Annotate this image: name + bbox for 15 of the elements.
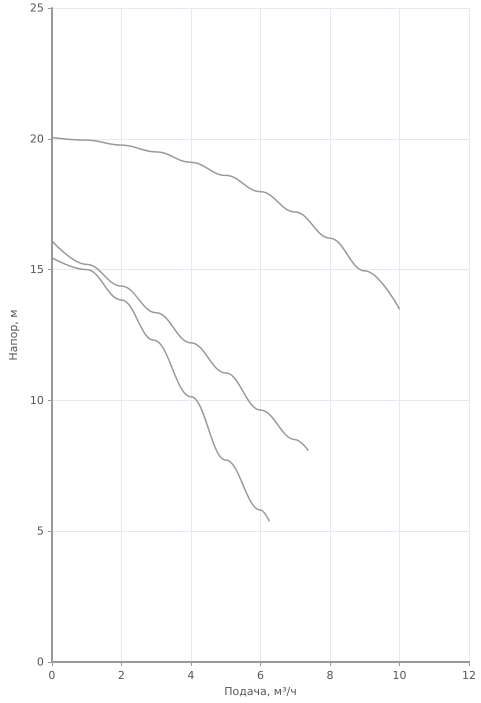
x-tick-label: 8 — [326, 669, 334, 682]
y-tick-label: 15 — [30, 263, 44, 276]
x-tick-label: 0 — [48, 669, 56, 682]
x-axis-title: Подача, м³/ч — [224, 684, 297, 698]
y-axis-title: Напор, м — [7, 309, 20, 361]
y-tick-label: 5 — [36, 524, 44, 538]
x-tick-label: 10 — [392, 669, 406, 682]
y-tick-label: 10 — [30, 394, 44, 407]
x-tick-label: 4 — [187, 669, 194, 682]
x-tick-label: 2 — [118, 669, 125, 682]
x-tick-label: 6 — [256, 669, 264, 682]
y-tick-label: 0 — [36, 656, 44, 668]
x-tick-label: 12 — [462, 669, 476, 682]
y-tick-label: 25 — [30, 2, 44, 14]
y-tick-label: 20 — [30, 132, 44, 146]
